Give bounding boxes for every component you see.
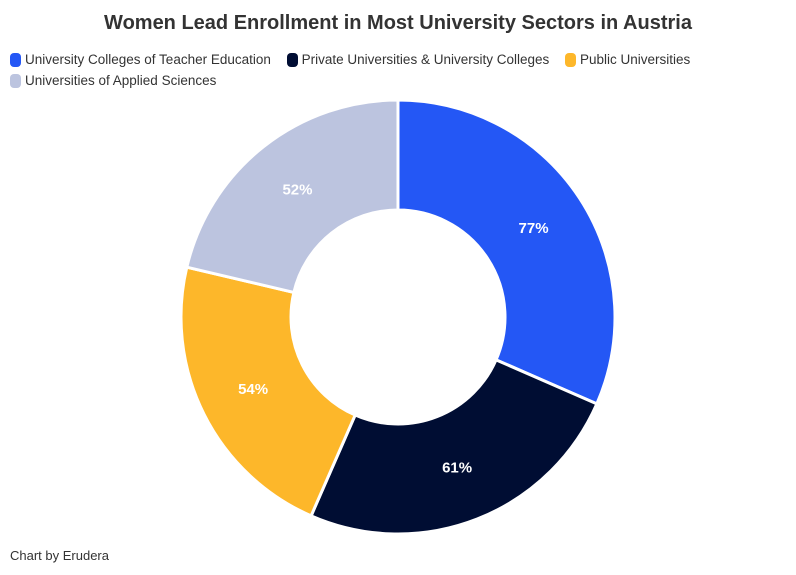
legend-item-applied-sciences[interactable]: Universities of Applied Sciences <box>10 72 216 90</box>
chart-source: Chart by Erudera <box>10 548 109 563</box>
legend-swatch <box>10 74 21 88</box>
legend-label: University Colleges of Teacher Education <box>25 52 271 67</box>
legend-swatch <box>286 53 298 67</box>
donut-slices <box>179 98 617 536</box>
legend-label: Private Universities & University Colleg… <box>301 52 550 67</box>
donut-slice[interactable] <box>396 98 617 406</box>
legend-item-private-universities[interactable]: Private Universities & University Colleg… <box>286 51 550 69</box>
slice-labels: 77% 61% 54% 52% <box>238 181 548 476</box>
legend-swatch <box>10 53 21 67</box>
donut-slice[interactable] <box>185 98 400 294</box>
legend-swatch <box>565 53 577 67</box>
legend-item-teacher-education[interactable]: University Colleges of Teacher Education <box>10 51 271 69</box>
legend-label: Universities of Applied Sciences <box>25 73 217 88</box>
slice-value-label: 77% <box>519 220 549 237</box>
legend-item-public-universities[interactable]: Public Universities <box>565 51 690 69</box>
slice-value-label: 54% <box>238 381 268 398</box>
slice-value-label: 52% <box>282 181 312 198</box>
donut-slice[interactable] <box>179 265 357 518</box>
slice-value-label: 61% <box>442 459 472 476</box>
legend-label: Public Universities <box>580 52 691 67</box>
donut-slice[interactable] <box>309 358 599 536</box>
legend: University Colleges of Teacher Education… <box>10 51 710 93</box>
chart-title: Women Lead Enrollment in Most University… <box>104 12 692 34</box>
